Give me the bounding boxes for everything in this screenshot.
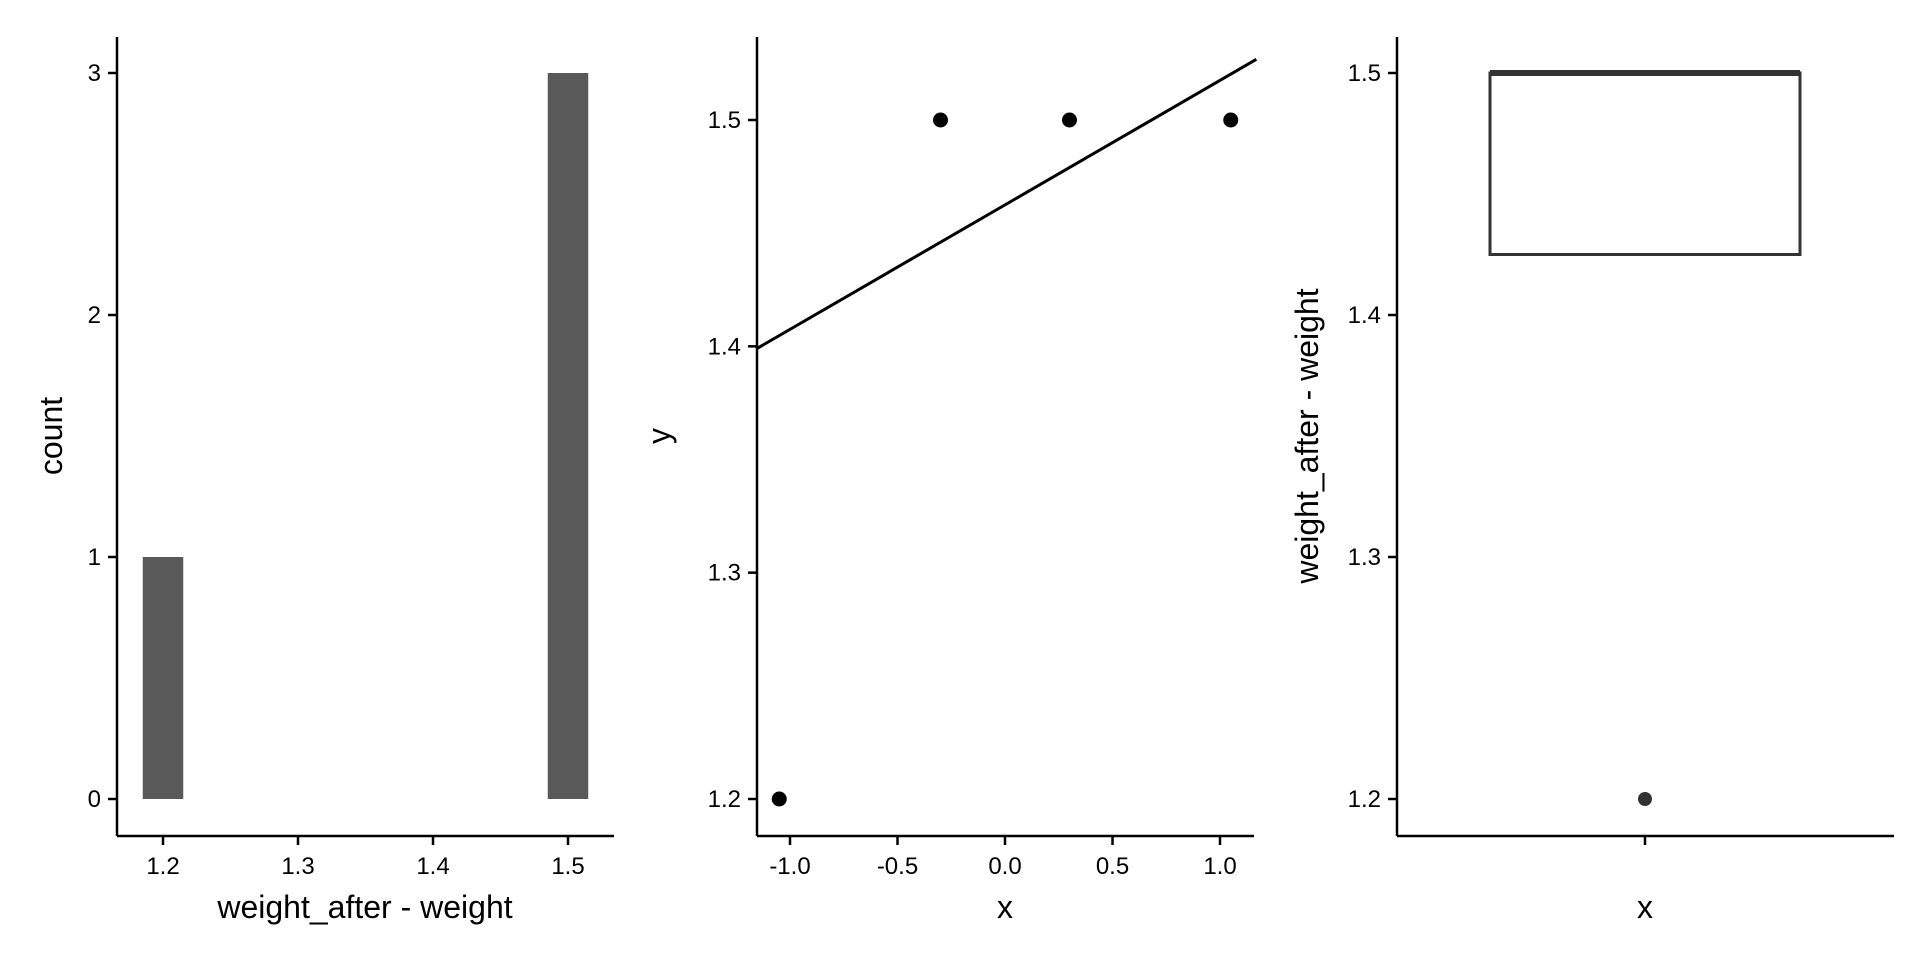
qq-point: [933, 112, 948, 128]
boxplot-y-tick-label: 1.2: [1348, 786, 1381, 813]
qq-plot-panel: 1.2 1.3 1.4 1.5 -1.0 -0.5 0.0 0.5 1.0 x y: [641, 37, 1258, 925]
boxplot-box: [1488, 70, 1802, 806]
qq-x-tick-label: -1.0: [769, 853, 810, 880]
qq-point: [771, 791, 787, 807]
histogram-bars: [142, 73, 589, 799]
boxplot-y-tick-label: 1.4: [1348, 302, 1381, 329]
qq-point: [1223, 112, 1239, 128]
boxplot-panel: 1.2 1.3 1.4 1.5 x weight_after - weight: [1289, 37, 1894, 925]
qq-x-tick-label: 1.0: [1203, 853, 1236, 880]
histogram-bar: [547, 73, 589, 799]
boxplot-y-axis-title: weight_after - weight: [1289, 288, 1325, 584]
qq-x-axis-title: x: [997, 889, 1013, 925]
qq-y-ticks: 1.2 1.3 1.4 1.5: [708, 107, 757, 813]
qq-y-tick-label: 1.2: [708, 786, 741, 813]
qq-x-tick-label: 0.5: [1096, 853, 1129, 880]
boxplot-outlier-point: [1638, 792, 1652, 806]
boxplot-y-ticks: 1.2 1.3 1.4 1.5: [1348, 60, 1397, 813]
histogram-y-ticks: 0 1 2 3: [88, 60, 117, 813]
histogram-x-tick-label: 1.4: [416, 853, 449, 880]
histogram-y-tick-label: 2: [88, 302, 101, 329]
qq-x-ticks: -1.0 -0.5 0.0 0.5 1.0: [769, 836, 1237, 880]
qq-y-tick-label: 1.5: [708, 107, 741, 134]
qq-y-tick-label: 1.4: [708, 333, 741, 360]
histogram-x-axis-title: weight_after - weight: [216, 889, 512, 925]
qq-y-tick-label: 1.3: [708, 560, 741, 587]
qq-reference-line: [755, 58, 1258, 351]
boxplot-y-tick-label: 1.3: [1348, 544, 1381, 571]
histogram-x-tick-label: 1.5: [551, 853, 584, 880]
qq-x-tick-label: 0.0: [988, 853, 1021, 880]
histogram-y-axis-title: count: [33, 397, 69, 475]
histogram-y-tick-label: 3: [88, 60, 101, 87]
qq-x-tick-label: -0.5: [877, 853, 918, 880]
histogram-x-tick-label: 1.2: [146, 853, 179, 880]
boxplot-x-axis-title: x: [1637, 889, 1653, 925]
histogram-x-tick-label: 1.3: [281, 853, 314, 880]
qq-point: [1062, 112, 1077, 128]
boxplot-iqr-box: [1488, 71, 1802, 256]
histogram-bar: [142, 557, 184, 799]
qq-points: [771, 112, 1239, 807]
qq-y-axis-title: y: [641, 428, 677, 444]
histogram-x-ticks: 1.2 1.3 1.4 1.5: [146, 836, 585, 880]
boxplot-y-tick-label: 1.5: [1348, 60, 1381, 87]
histogram-y-tick-label: 1: [88, 544, 101, 571]
histogram-y-tick-label: 0: [88, 786, 101, 813]
